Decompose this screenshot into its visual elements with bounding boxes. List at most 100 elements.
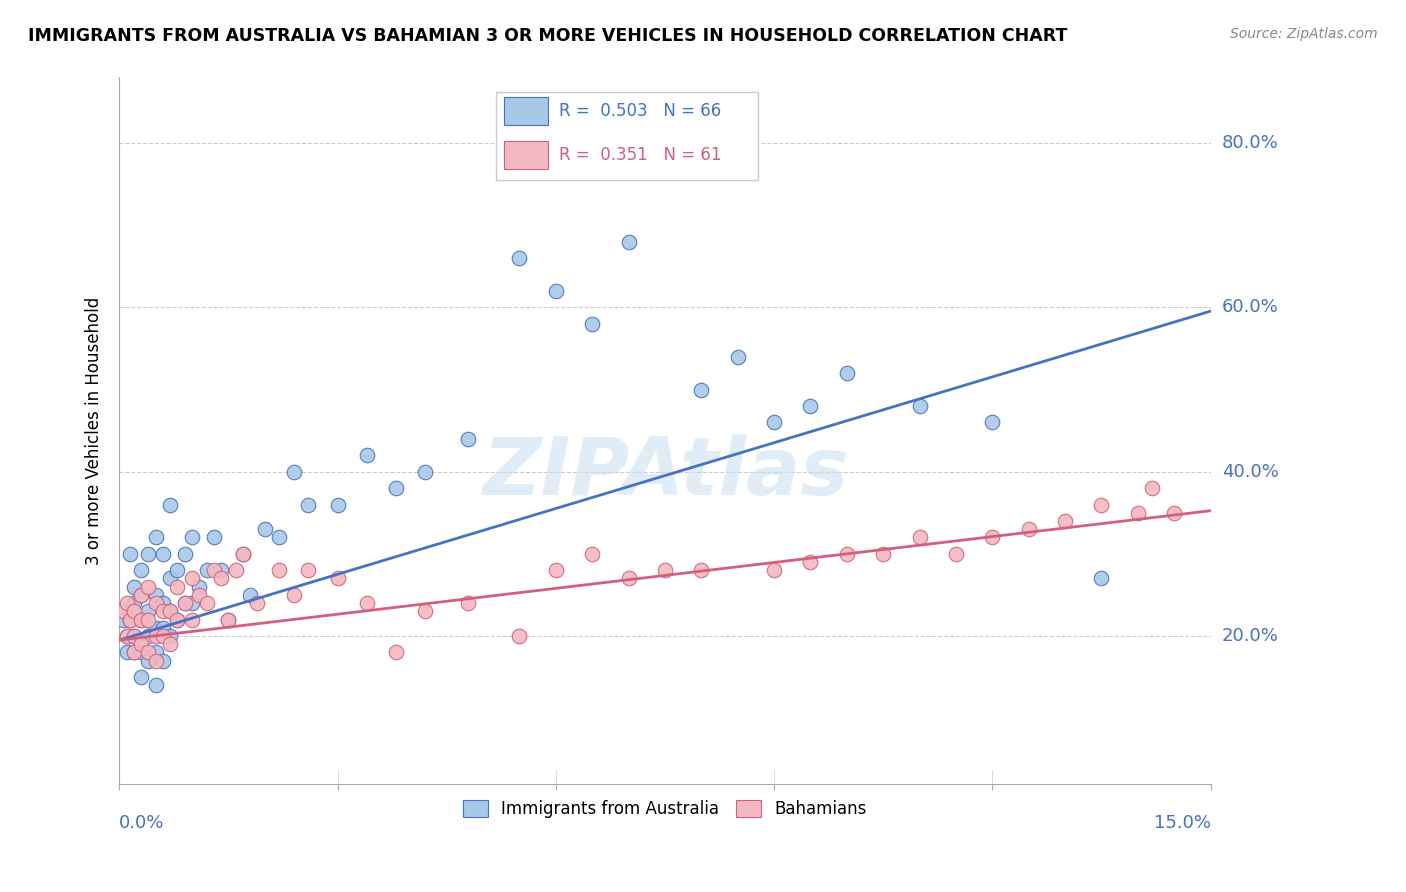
Point xyxy=(763,416,786,430)
Text: 0.0%: 0.0% xyxy=(120,814,165,832)
Text: ZIPAtlas: ZIPAtlas xyxy=(482,434,848,512)
Point xyxy=(138,645,160,659)
Point xyxy=(1126,506,1149,520)
Point xyxy=(283,465,305,479)
Point xyxy=(908,530,931,544)
Point xyxy=(617,572,640,586)
Point xyxy=(115,629,138,643)
Point xyxy=(1090,498,1112,512)
Point xyxy=(195,563,218,577)
Point xyxy=(181,530,204,544)
Point xyxy=(508,629,530,643)
Point xyxy=(159,572,181,586)
Point xyxy=(188,588,211,602)
Point xyxy=(159,629,181,643)
Point xyxy=(1018,522,1040,536)
Point xyxy=(269,563,291,577)
Point xyxy=(152,621,174,635)
Point xyxy=(384,481,406,495)
Point xyxy=(173,596,195,610)
Point xyxy=(232,547,254,561)
Point xyxy=(129,645,152,659)
Point xyxy=(356,596,378,610)
Point xyxy=(188,580,211,594)
Point xyxy=(239,588,262,602)
Point xyxy=(544,563,567,577)
Point xyxy=(617,235,640,249)
Point xyxy=(1090,572,1112,586)
Point xyxy=(129,588,152,602)
Point xyxy=(981,416,1004,430)
Point xyxy=(544,284,567,298)
Point xyxy=(120,613,142,627)
Text: Source: ZipAtlas.com: Source: ZipAtlas.com xyxy=(1230,27,1378,41)
Point xyxy=(654,563,676,577)
Point xyxy=(120,547,142,561)
Point xyxy=(457,432,479,446)
Point xyxy=(173,596,195,610)
Point xyxy=(202,530,225,544)
Point xyxy=(217,613,239,627)
Point xyxy=(799,399,821,413)
Point xyxy=(111,613,134,627)
Point xyxy=(122,604,145,618)
Point xyxy=(122,580,145,594)
Point xyxy=(122,629,145,643)
Point xyxy=(981,530,1004,544)
Point xyxy=(581,317,603,331)
Point xyxy=(122,596,145,610)
Point xyxy=(138,580,160,594)
Point xyxy=(159,604,181,618)
Point xyxy=(173,547,195,561)
Point xyxy=(166,563,188,577)
Point xyxy=(159,604,181,618)
Point xyxy=(181,613,204,627)
Point xyxy=(152,596,174,610)
Point xyxy=(413,604,436,618)
Point xyxy=(246,596,269,610)
Point xyxy=(138,547,160,561)
Point xyxy=(145,596,167,610)
Point xyxy=(122,645,145,659)
Point xyxy=(945,547,967,561)
Y-axis label: 3 or more Vehicles in Household: 3 or more Vehicles in Household xyxy=(86,296,103,565)
Point xyxy=(326,572,349,586)
Point xyxy=(763,563,786,577)
Point xyxy=(326,498,349,512)
Point xyxy=(152,654,174,668)
Point xyxy=(129,613,152,627)
Legend: Immigrants from Australia, Bahamians: Immigrants from Australia, Bahamians xyxy=(457,794,873,825)
Point xyxy=(508,251,530,265)
Point xyxy=(138,604,160,618)
Point xyxy=(1142,481,1164,495)
Point xyxy=(202,563,225,577)
Text: 15.0%: 15.0% xyxy=(1153,814,1211,832)
Point xyxy=(138,629,160,643)
Point xyxy=(166,580,188,594)
Text: R =  0.351   N = 61: R = 0.351 N = 61 xyxy=(560,146,721,164)
Point xyxy=(115,629,138,643)
Point xyxy=(138,654,160,668)
Point xyxy=(138,613,160,627)
Point xyxy=(232,547,254,561)
Point xyxy=(908,399,931,413)
Point xyxy=(129,588,152,602)
Point xyxy=(209,572,232,586)
Point xyxy=(297,563,319,577)
Text: 80.0%: 80.0% xyxy=(1222,134,1278,153)
Point xyxy=(727,350,749,364)
Point xyxy=(129,613,152,627)
Point xyxy=(195,596,218,610)
Point xyxy=(122,629,145,643)
Point xyxy=(111,604,134,618)
Point xyxy=(209,563,232,577)
Text: R =  0.503   N = 66: R = 0.503 N = 66 xyxy=(560,102,721,120)
Point xyxy=(283,588,305,602)
Point xyxy=(799,555,821,569)
Point xyxy=(835,366,858,380)
Text: 60.0%: 60.0% xyxy=(1222,299,1278,317)
Point xyxy=(159,498,181,512)
Point xyxy=(690,383,713,397)
Point xyxy=(115,596,138,610)
Point xyxy=(872,547,894,561)
